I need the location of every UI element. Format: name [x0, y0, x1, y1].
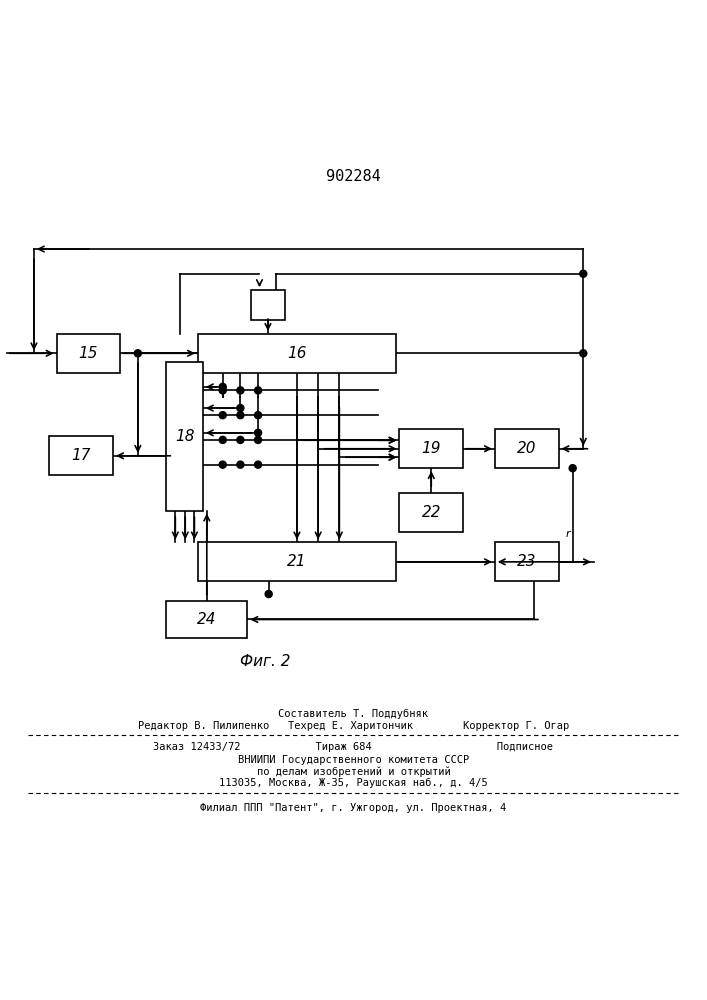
Text: по делам изобретений и открытий: по делам изобретений и открытий: [257, 766, 450, 777]
Text: 24: 24: [197, 612, 216, 627]
Text: Филиал ППП "Патент", г. Ужгород, ул. Проектная, 4: Филиал ППП "Патент", г. Ужгород, ул. Про…: [200, 803, 507, 813]
Circle shape: [219, 412, 226, 419]
Text: 902284: 902284: [326, 169, 381, 184]
Circle shape: [255, 436, 262, 443]
Bar: [399, 493, 463, 532]
Text: 17: 17: [71, 448, 91, 463]
Circle shape: [569, 465, 576, 472]
Circle shape: [265, 590, 272, 598]
Text: Заказ 12433/72            Тираж 684                    Подписное: Заказ 12433/72 Тираж 684 Подписное: [153, 742, 554, 752]
Circle shape: [237, 405, 244, 412]
Circle shape: [255, 461, 262, 468]
Bar: [198, 542, 396, 581]
Bar: [49, 436, 113, 475]
Text: Редактор В. Пилипенко   Техред Е. Харитончик        Корректор Г. Огар: Редактор В. Пилипенко Техред Е. Харитонч…: [138, 721, 569, 731]
Bar: [251, 290, 285, 320]
Text: 113035, Москва, Ж-35, Раушская наб., д. 4/5: 113035, Москва, Ж-35, Раушская наб., д. …: [219, 778, 488, 788]
Text: 19: 19: [421, 441, 441, 456]
Circle shape: [237, 412, 244, 419]
Text: 16: 16: [287, 346, 307, 361]
Circle shape: [255, 429, 262, 436]
Circle shape: [237, 461, 244, 468]
Circle shape: [580, 270, 587, 277]
Circle shape: [219, 436, 226, 443]
Circle shape: [219, 383, 226, 390]
Circle shape: [255, 412, 262, 419]
Bar: [57, 334, 120, 373]
Text: r: r: [566, 529, 571, 539]
Text: Фиг. 2: Фиг. 2: [240, 654, 291, 669]
Circle shape: [237, 387, 244, 394]
Circle shape: [237, 436, 244, 443]
Bar: [198, 334, 396, 373]
Text: 18: 18: [175, 429, 194, 444]
Text: 23: 23: [517, 554, 537, 569]
Text: ВНИИПИ Государственного комитета СССР: ВНИИПИ Государственного комитета СССР: [238, 755, 469, 765]
Bar: [166, 601, 247, 638]
Text: 15: 15: [78, 346, 98, 361]
Text: 20: 20: [517, 441, 537, 456]
Circle shape: [580, 350, 587, 357]
Text: 22: 22: [421, 505, 441, 520]
Bar: [166, 362, 203, 511]
Circle shape: [219, 387, 226, 394]
Text: 21: 21: [287, 554, 307, 569]
Bar: [495, 542, 559, 581]
Circle shape: [134, 350, 141, 357]
Bar: [399, 429, 463, 468]
Circle shape: [219, 461, 226, 468]
Text: Составитель Т. Поддубняк: Составитель Т. Поддубняк: [279, 708, 428, 719]
Bar: [495, 429, 559, 468]
Circle shape: [255, 387, 262, 394]
